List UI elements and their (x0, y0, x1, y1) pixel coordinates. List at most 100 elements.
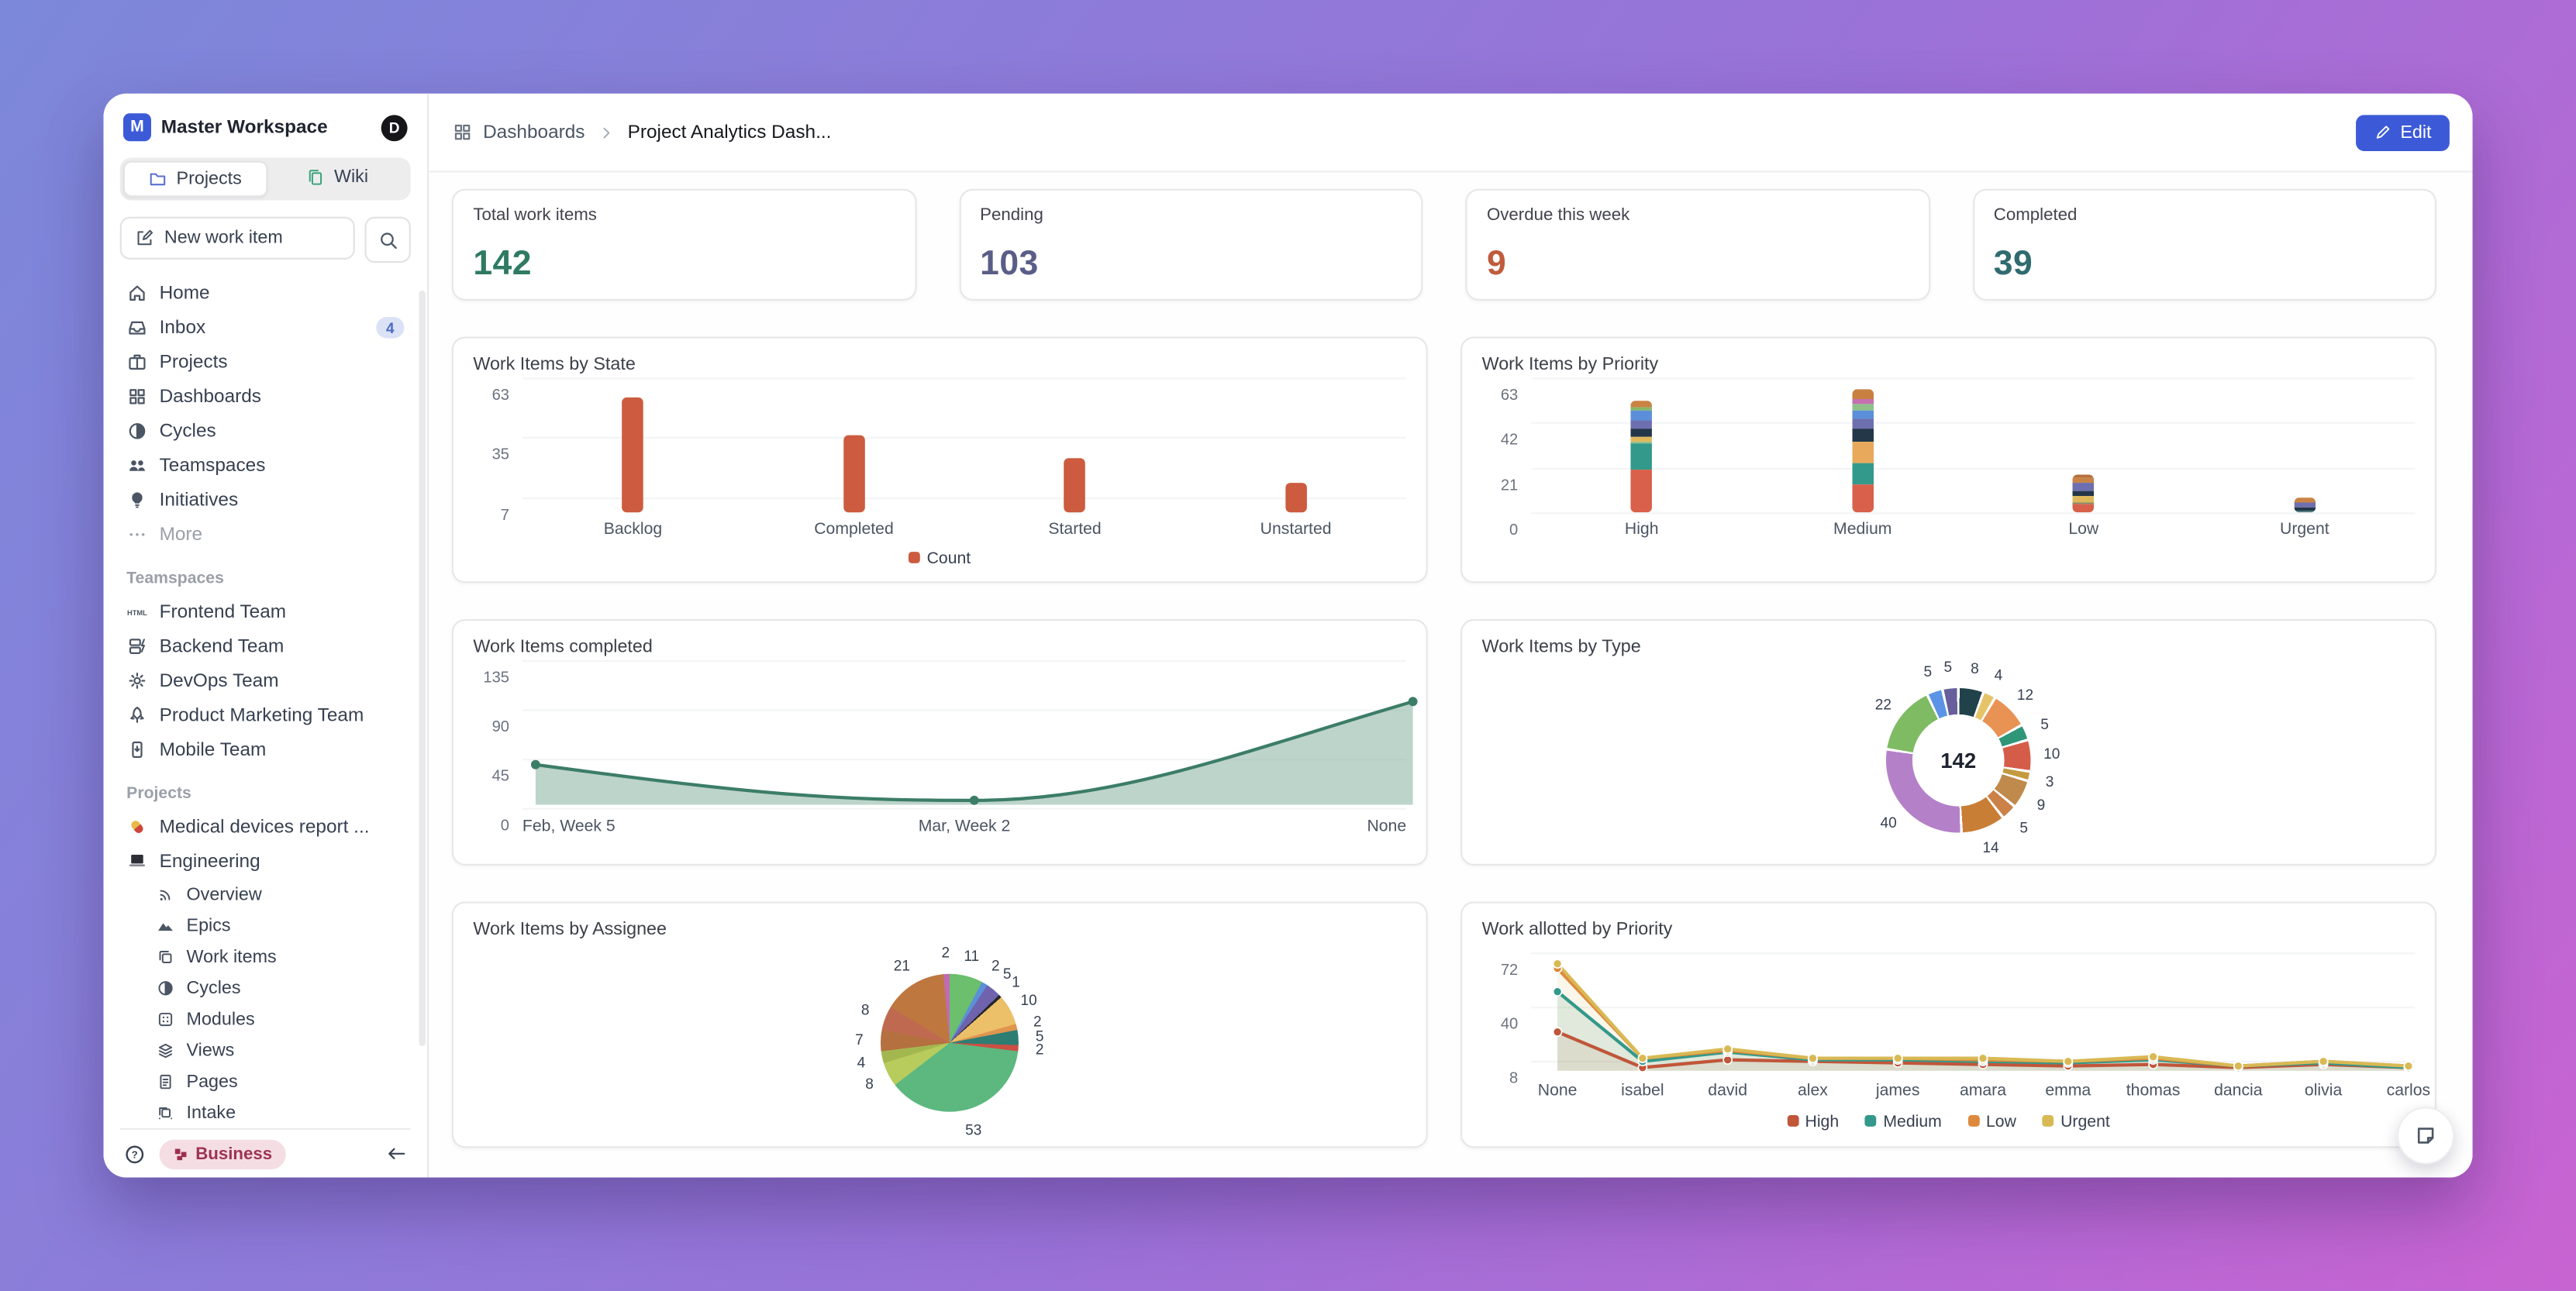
legend-item: High (1787, 1114, 1839, 1131)
project-item-engineering[interactable]: Engineering (120, 844, 411, 879)
new-work-item-button[interactable]: New work item (119, 216, 355, 260)
stack-segment (2294, 508, 2316, 511)
help-icon[interactable]: ? (123, 1142, 147, 1165)
teamspace-item-mobile-team[interactable]: Mobile Team (120, 732, 411, 767)
sidebar-item-dashboards[interactable]: Dashboards (120, 380, 411, 415)
folder-icon (149, 169, 168, 188)
user-avatar[interactable]: D (381, 114, 408, 141)
project-sub-item-label: Views (186, 1040, 235, 1061)
x-tick-label: None (1367, 818, 1407, 836)
inbox-icon (126, 317, 148, 339)
slice-value-label: 2 (1033, 1014, 1042, 1031)
workspace-logo[interactable]: M (122, 113, 151, 142)
sidebar-item-more[interactable]: More (120, 518, 411, 553)
project-sub-item-pages[interactable]: Pages (120, 1066, 411, 1096)
sidebar-item-teamspaces[interactable]: Teamspaces (120, 449, 411, 484)
project-sub-item-label: Pages (186, 1071, 238, 1092)
slice-value-label: 2 (991, 956, 1000, 974)
workspace-header[interactable]: M Master Workspace D (122, 113, 408, 142)
breadcrumb-current: Project Analytics Dash... (627, 122, 832, 143)
workspace-name[interactable]: Master Workspace (160, 117, 328, 137)
x-tick-label: david (1708, 1082, 1747, 1100)
laptop-icon (126, 851, 148, 873)
sidebar-scrollbar[interactable] (419, 291, 425, 1046)
teamspace-item-devops-team[interactable]: DevOps Team (120, 663, 411, 698)
slice-value-label: 8 (865, 1076, 874, 1093)
project-item-medical-devices-report[interactable]: Medical devices report ... (120, 810, 411, 845)
collapse-sidebar-icon[interactable] (386, 1143, 408, 1165)
area-chart-svg (530, 697, 1418, 805)
slice-value-label: 5 (2040, 715, 2049, 732)
chart-card-work-items-by-type: Work Items by Type 142 8 4 12 5 10 3 9 5 14 40 22 5 5 (1460, 618, 2436, 866)
project-sub-item-label: Intake (186, 1103, 236, 1123)
x-tick-label: Feb, Week 5 (522, 818, 616, 836)
project-sub-item-work-items[interactable]: Work items (120, 941, 411, 972)
stack-segment (1851, 418, 1874, 429)
bar (622, 397, 644, 513)
legend-label: High (1805, 1113, 1840, 1132)
breadcrumb[interactable]: Dashboards (452, 122, 585, 143)
project-sub-item-modules[interactable]: Modules (120, 1004, 411, 1035)
sidebar-item-initiatives[interactable]: Initiatives (120, 483, 411, 518)
stack-segment (1630, 443, 1653, 470)
stack-segment (2073, 504, 2095, 513)
chart-legend: Count (473, 550, 1406, 568)
edit-button[interactable]: Edit (2356, 114, 2450, 150)
ellipsis-icon (126, 524, 148, 546)
sticky-note-fab[interactable] (2397, 1107, 2455, 1165)
bulb-icon (126, 490, 148, 511)
project-sub-item-label: Overview (186, 884, 262, 904)
kpi-label: Overdue this week (1486, 205, 1630, 225)
sidebar-item-home[interactable]: Home (120, 276, 411, 311)
chart-title: Work Items by Assignee (473, 919, 667, 940)
tab-projects[interactable]: Projects (122, 160, 267, 198)
plan-badge[interactable]: Business (159, 1138, 286, 1169)
chart-title: Work Items by Type (1481, 637, 1641, 657)
sidebar-footer: ? Business (119, 1127, 411, 1178)
breadcrumb-root[interactable]: Dashboards (483, 122, 585, 143)
stack-segment (2294, 501, 2316, 508)
project-sub-item-epics[interactable]: Epics (120, 910, 411, 941)
bar-slot (1973, 377, 2194, 513)
project-sub-item-label: Modules (186, 1009, 255, 1029)
x-labels: High Medium Low Urgent (1531, 521, 2415, 539)
stack-segment (1630, 442, 1653, 444)
x-tick-label: Unstarted (1260, 520, 1332, 539)
area-plot: 0 45 90 135 (473, 659, 1418, 835)
stacked-bar (2073, 473, 2095, 513)
teamspace-item-backend-team[interactable]: Backend Team (120, 629, 411, 664)
gridline (1531, 1007, 2416, 1009)
x-tick-label: olivia (2304, 1082, 2343, 1100)
kpi-label: Total work items (473, 205, 597, 225)
tab-wiki[interactable]: Wiki (267, 161, 407, 194)
teamspace-item-frontend-team[interactable]: HTML Frontend Team (120, 594, 411, 629)
project-sub-item-cycles[interactable]: Cycles (120, 973, 411, 1004)
sidebar-item-label: More (159, 525, 203, 545)
x-tick-label: james (1875, 1082, 1920, 1100)
stack-segment (2073, 495, 2095, 502)
chart-card-work-allotted-by-priority: Work allotted by Priority 8 40 72 None isabel… (1460, 901, 2436, 1148)
x-labels: Feb, Week 5 Mar, Week 2 None (522, 818, 1406, 841)
project-sub-item-views[interactable]: Views (120, 1035, 411, 1066)
kpi-value: 9 (1486, 244, 1507, 283)
x-tick-label: Started (1048, 520, 1102, 539)
dashboard-body: Total work items 142 Pending 103 Overdue thi… (429, 172, 2473, 1178)
sidebar-item-projects[interactable]: Projects (120, 345, 411, 380)
donut-chart: 142 8 4 12 5 10 3 9 5 14 40 22 5 5 (1482, 659, 2416, 857)
sidebar-item-inbox[interactable]: Inbox 4 (120, 311, 411, 346)
pill-icon (126, 816, 148, 838)
x-tick-label: High (1624, 520, 1659, 539)
chart-plot: 0 45 90 135 Feb, Week 5 Mar, Week 2 None (473, 659, 1418, 841)
slice-value-label: 2 (1035, 1041, 1044, 1059)
y-tick-label: 135 (483, 669, 509, 687)
stack-segment (2294, 510, 2316, 513)
pie-chart: 11 2 5 1 10 2 5 2 53 8 4 7 8 21 2 (473, 942, 1406, 1138)
project-sub-item-intake[interactable]: Intake (120, 1097, 411, 1128)
search-button[interactable] (364, 216, 411, 263)
stack-segment (1851, 388, 1874, 400)
pencil-icon (2374, 123, 2392, 141)
sidebar-item-cycles[interactable]: Cycles (120, 414, 411, 449)
project-sub-item-overview[interactable]: Overview (120, 879, 411, 910)
teamspace-item-product-marketing-team[interactable]: Product Marketing Team (120, 698, 411, 733)
